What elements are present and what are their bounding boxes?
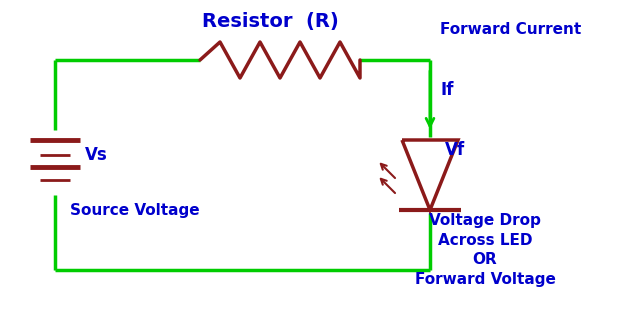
Text: Forward Current: Forward Current [440,22,581,37]
Text: Resistor  (R): Resistor (R) [202,13,339,32]
Text: If: If [440,81,453,99]
Text: Vf: Vf [445,141,465,159]
Text: Voltage Drop
Across LED
OR
Forward Voltage: Voltage Drop Across LED OR Forward Volta… [415,213,555,287]
Text: Source Voltage: Source Voltage [70,203,199,217]
Text: Vs: Vs [85,146,108,164]
